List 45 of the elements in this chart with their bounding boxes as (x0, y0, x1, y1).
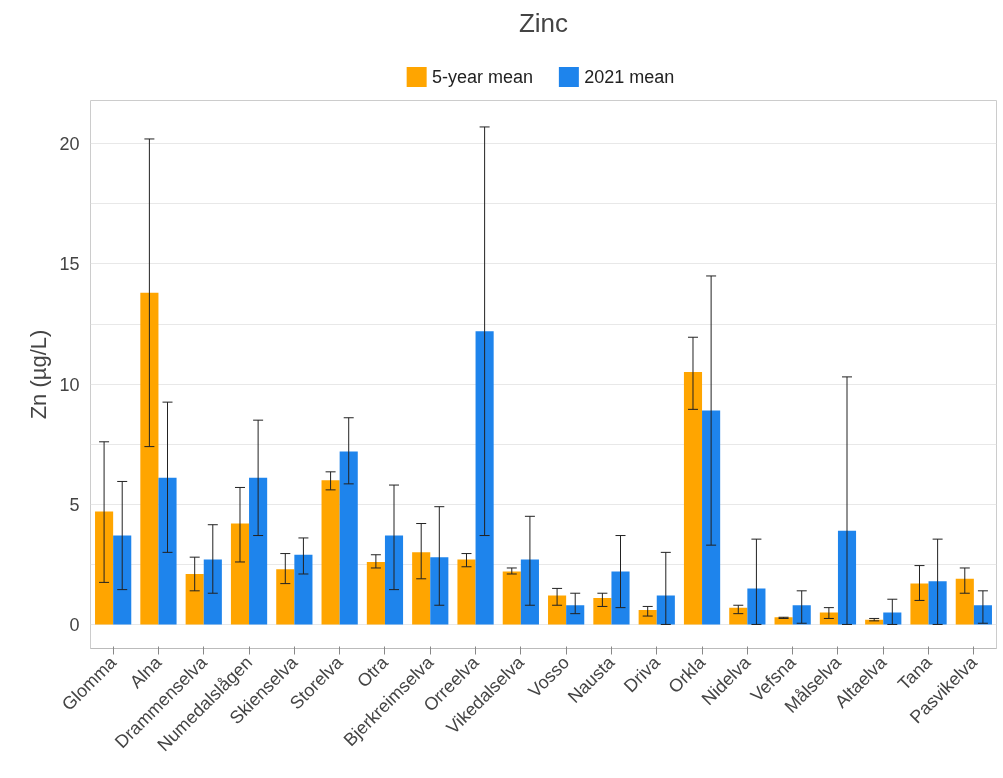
bar (457, 559, 476, 625)
bar (384, 535, 404, 625)
bar (203, 559, 222, 625)
bar (819, 612, 838, 625)
bar (747, 588, 766, 625)
bar (729, 607, 748, 625)
bar (113, 535, 132, 625)
bar (249, 477, 268, 625)
bar (95, 511, 114, 625)
y-tick-label: 15 (59, 254, 80, 275)
bar (430, 557, 449, 625)
bar (593, 598, 612, 625)
bar (140, 292, 159, 625)
bar (683, 372, 703, 625)
legend-label: 5-year mean (432, 66, 534, 87)
bar (928, 581, 947, 625)
y-tick-label: 5 (69, 494, 80, 515)
bar (276, 569, 295, 625)
bar (566, 605, 585, 625)
y-tick-label: 10 (59, 374, 80, 395)
bar (321, 480, 340, 625)
bar (185, 573, 204, 625)
bar (548, 595, 567, 625)
bar (412, 552, 431, 625)
bar (611, 571, 630, 625)
bar (158, 477, 177, 625)
bar (792, 605, 811, 625)
y-tick-label: 0 (69, 614, 80, 635)
y-tick-label: 20 (59, 134, 80, 155)
chart-title: Zinc (518, 7, 569, 38)
bar (230, 523, 250, 625)
bar (702, 410, 721, 625)
bar (339, 451, 358, 625)
bar (520, 559, 539, 625)
legend-label: 2021 mean (584, 66, 675, 87)
y-axis-title: Zn (µg/L) (26, 329, 52, 420)
bar (955, 578, 974, 625)
bar (910, 583, 929, 625)
bar (502, 571, 521, 625)
bar (366, 561, 385, 625)
bar (294, 554, 313, 625)
bar (475, 331, 494, 625)
bar (883, 612, 902, 625)
bar (656, 595, 675, 625)
bar (638, 610, 657, 625)
